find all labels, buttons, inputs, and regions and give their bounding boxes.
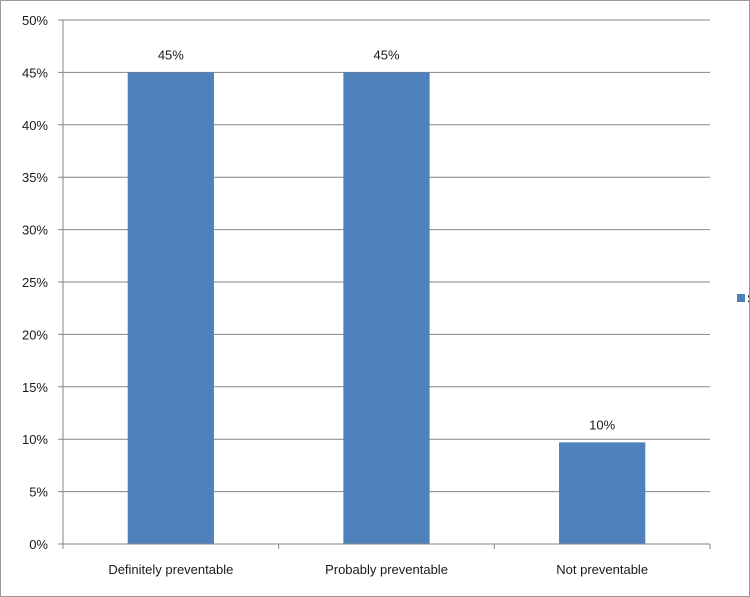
bar xyxy=(343,72,430,545)
data-label: 10% xyxy=(589,417,615,432)
x-tick-labels: Definitely preventable Probably preventab… xyxy=(108,562,648,577)
y-tick-label: 15% xyxy=(22,380,48,395)
legend: S xyxy=(737,291,749,306)
y-tick-label: 0% xyxy=(29,537,48,552)
y-tick-label: 50% xyxy=(22,13,48,28)
axes xyxy=(62,20,711,549)
y-tick-label: 10% xyxy=(22,432,48,447)
y-tick-label: 40% xyxy=(22,118,48,133)
y-tick-labels: 0% 5% 10% 15% 20% 25% 30% 35% 40% 45% 50% xyxy=(22,13,48,552)
y-tick-label: 30% xyxy=(22,223,48,238)
y-tick-label: 25% xyxy=(22,275,48,290)
x-tick-label: Definitely preventable xyxy=(108,562,233,577)
data-label: 45% xyxy=(373,47,399,62)
bars xyxy=(127,72,646,545)
data-label: 45% xyxy=(158,47,184,62)
y-tick-label: 5% xyxy=(29,485,48,500)
bar xyxy=(127,72,214,545)
data-labels: 45% 45% 10% xyxy=(158,47,616,432)
bar xyxy=(559,442,646,544)
y-tick-label: 20% xyxy=(22,327,48,342)
legend-label: S xyxy=(747,291,749,306)
y-tick-label: 35% xyxy=(22,170,48,185)
legend-swatch xyxy=(737,294,745,302)
x-tick-label: Probably preventable xyxy=(325,562,448,577)
x-tick-label: Not preventable xyxy=(556,562,648,577)
y-tick-label: 45% xyxy=(22,65,48,80)
